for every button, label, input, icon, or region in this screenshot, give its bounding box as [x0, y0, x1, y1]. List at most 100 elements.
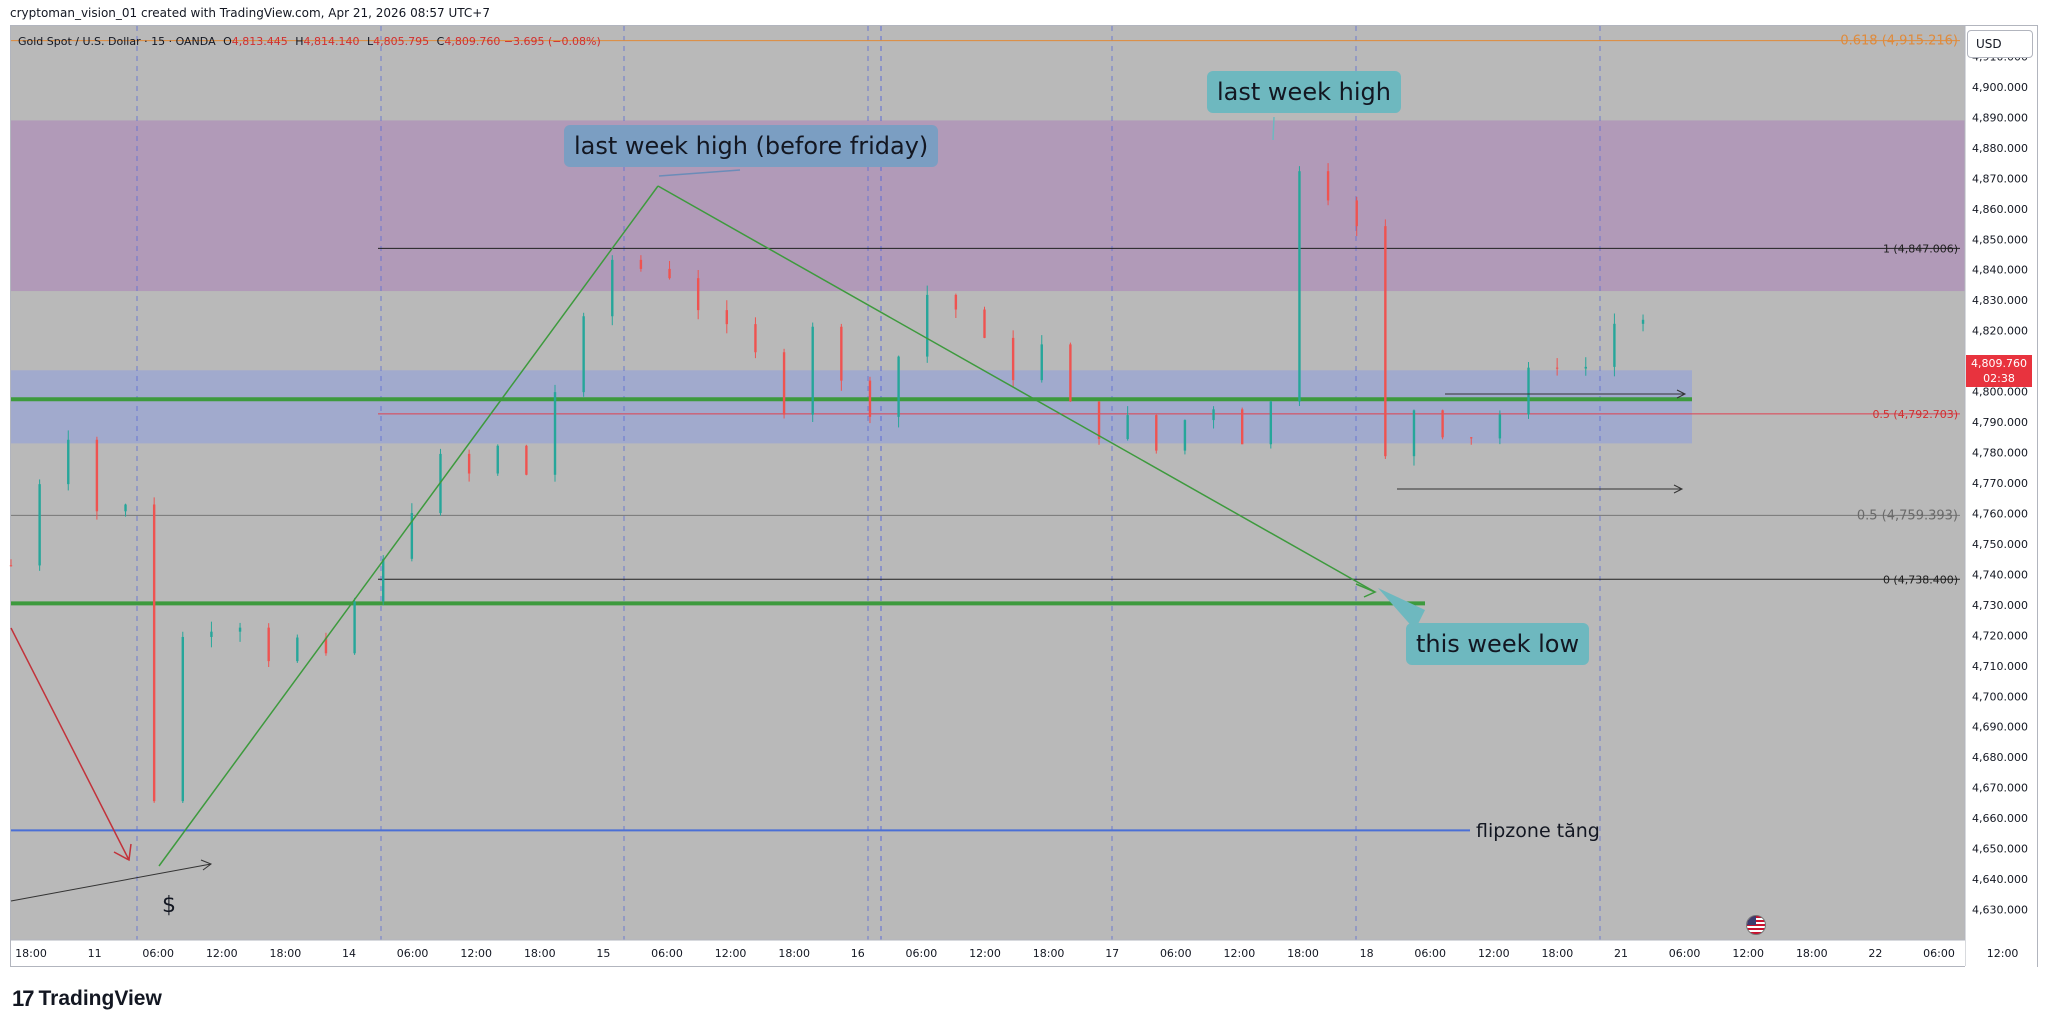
bar-countdown: 02:38	[1983, 372, 2015, 385]
zone-purple	[11, 120, 1965, 292]
candle-body	[1555, 367, 1559, 369]
x-tick-label: 18:00	[1287, 947, 1319, 960]
y-tick-label: 4,670.000	[1972, 782, 2028, 795]
tradingview-logo[interactable]: 17 TradingView	[12, 986, 162, 1012]
y-tick-label: 4,780.000	[1972, 447, 2028, 460]
x-tick-label: 18:00	[1542, 947, 1574, 960]
candle-body	[152, 504, 156, 802]
target-arrow-head	[1676, 389, 1687, 399]
symbol-label[interactable]: Gold Spot / U.S. Dollar · 15 · OANDA	[18, 35, 216, 48]
trend-line-up	[158, 185, 659, 867]
x-tick-label: 18	[1360, 947, 1374, 960]
x-tick-label: 18:00	[1796, 947, 1828, 960]
candle-body	[1412, 410, 1416, 457]
target-arrow-head	[1673, 484, 1684, 494]
candle-body	[811, 326, 814, 415]
x-tick-label: 11	[88, 947, 102, 960]
brand-name: TradingView	[38, 987, 162, 1010]
candle-body	[668, 268, 671, 279]
candle-body	[267, 627, 270, 662]
x-tick-label: 12:00	[1732, 947, 1764, 960]
high-value: 4,814.140	[303, 35, 360, 48]
open-label: O	[223, 35, 232, 48]
candle-body	[1470, 437, 1473, 439]
fib-label: 0.5 (4,792.703)	[1872, 408, 1958, 421]
callout-pointer	[1378, 588, 1425, 630]
candle-body	[1527, 367, 1530, 415]
x-tick-label: 12:00	[1478, 947, 1510, 960]
annotation-dollar[interactable]: $	[162, 893, 176, 918]
y-tick-label: 4,800.000	[1972, 386, 2028, 399]
candle-body	[1641, 319, 1645, 324]
candle-body	[324, 637, 328, 654]
candle-body	[1326, 171, 1330, 201]
y-tick-label: 4,760.000	[1972, 507, 2028, 520]
y-tick-label: 4,730.000	[1972, 599, 2028, 612]
candle-body	[582, 316, 585, 393]
low-value: 4,805.795	[373, 35, 430, 48]
candle-body	[410, 513, 414, 559]
candle-body	[382, 558, 385, 602]
candle-body	[1613, 323, 1616, 367]
x-tick-label: 06:00	[1669, 947, 1701, 960]
y-tick-label: 4,850.000	[1972, 233, 2028, 246]
y-tick-label: 4,900.000	[1972, 81, 2028, 94]
gray-arrow-head	[200, 859, 213, 871]
y-tick-label: 4,890.000	[1972, 111, 2028, 124]
high-label: H	[295, 35, 304, 48]
candle-body	[238, 627, 242, 632]
candle-body	[1269, 401, 1273, 445]
annotation-this-week-low[interactable]: this week low	[1406, 623, 1590, 665]
x-tick-label: 21	[1614, 947, 1628, 960]
y-tick-label: 4,820.000	[1972, 325, 2028, 338]
candle-body	[95, 439, 99, 512]
candle-body	[181, 636, 184, 802]
red-arrow-head	[113, 843, 132, 862]
x-tick-label: 06:00	[397, 947, 429, 960]
candle-body	[1126, 415, 1129, 440]
gray-arrow-line	[10, 863, 212, 902]
y-tick-label: 4,840.000	[1972, 264, 2028, 277]
candle-body	[38, 484, 41, 566]
candle-body	[1040, 344, 1043, 381]
candle-body	[782, 352, 786, 415]
us-flag-icon[interactable]	[1746, 915, 1766, 935]
annotation-last-week-high[interactable]: last week high	[1207, 71, 1401, 113]
candle-body	[754, 324, 757, 353]
candle-body	[926, 294, 929, 357]
candle-body	[1097, 401, 1101, 440]
y-tick-label: 4,710.000	[1972, 660, 2028, 673]
candles	[9, 163, 1645, 804]
close-value: 4,809.760	[444, 35, 501, 48]
x-tick-label: 12:00	[715, 947, 747, 960]
x-tick-label: 12:00	[1224, 947, 1256, 960]
candle-body	[725, 310, 729, 325]
low-label: L	[367, 35, 374, 48]
callout-pointer	[658, 169, 741, 177]
candle-body	[1298, 171, 1301, 402]
x-tick-label: 18:00	[778, 947, 810, 960]
fib-label: 1 (4,847.006)	[1883, 242, 1958, 255]
annotation-last-week-high-before-friday[interactable]: last week high (before friday)	[564, 125, 939, 167]
x-tick-label: 18:00	[524, 947, 556, 960]
y-tick-label: 4,830.000	[1972, 294, 2028, 307]
candle-body	[1355, 200, 1358, 227]
callout-pointer	[1272, 116, 1275, 141]
candle-body	[1584, 366, 1587, 369]
candle-body	[983, 309, 986, 338]
x-tick-label: 16	[851, 947, 865, 960]
trend-line-down	[657, 185, 1376, 593]
candle-body	[353, 601, 356, 654]
candle-body	[840, 326, 843, 381]
open-value: 4,813.445	[231, 35, 288, 48]
candle-body	[1212, 409, 1215, 421]
x-tick-label: 06:00	[1414, 947, 1446, 960]
y-tick-label: 4,860.000	[1972, 203, 2028, 216]
candle-body	[611, 259, 614, 317]
y-tick-label: 4,640.000	[1972, 873, 2028, 886]
currency-button[interactable]: USD	[1967, 30, 2033, 58]
x-tick-label: 06:00	[651, 947, 683, 960]
annotation-flipzone[interactable]: flipzone tăng	[1476, 820, 1600, 842]
candle-body	[868, 380, 872, 417]
